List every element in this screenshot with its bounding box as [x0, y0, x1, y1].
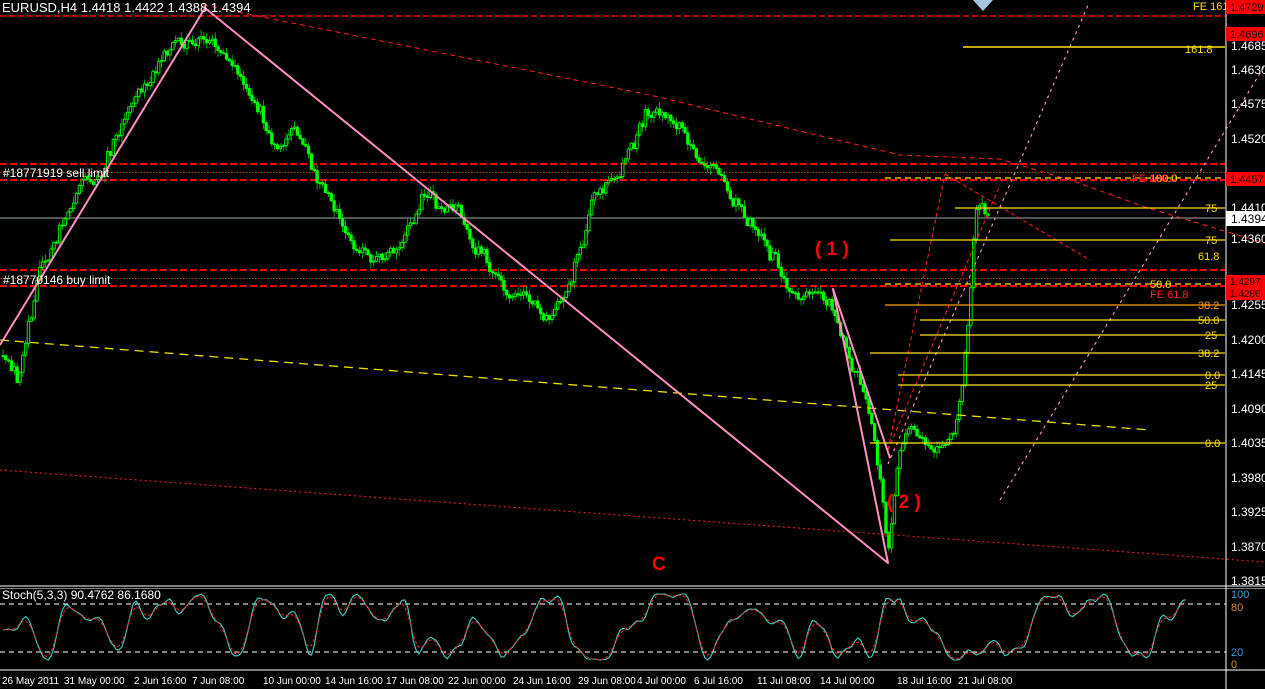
svg-text:1.4286: 1.4286: [1230, 289, 1261, 300]
svg-text:11 Jul 08:00: 11 Jul 08:00: [757, 676, 811, 687]
svg-text:#18771919 sell limit: #18771919 sell limit: [3, 166, 110, 180]
svg-text:1.3980: 1.3980: [1231, 471, 1265, 485]
svg-text:1.4575: 1.4575: [1231, 97, 1265, 111]
svg-text:FE 61.8: FE 61.8: [1150, 289, 1189, 301]
svg-text:161.8: 161.8: [1185, 44, 1213, 56]
svg-text:1.4297: 1.4297: [1230, 277, 1261, 288]
svg-text:0: 0: [1231, 659, 1237, 671]
svg-text:18 Jul 16:00: 18 Jul 16:00: [897, 676, 952, 687]
svg-text:C: C: [652, 554, 666, 575]
svg-text:6 Jul 16:00: 6 Jul 16:00: [694, 676, 743, 687]
svg-text:14 Jul 00:00: 14 Jul 00:00: [820, 676, 875, 687]
svg-text:75: 75: [1205, 235, 1217, 247]
svg-text:80: 80: [1231, 602, 1243, 614]
svg-text:1.4145: 1.4145: [1231, 367, 1265, 381]
svg-text:( 1 ): ( 1 ): [815, 239, 849, 260]
svg-text:31 May 00:00: 31 May 00:00: [64, 676, 125, 687]
svg-text:1.3925: 1.3925: [1231, 505, 1265, 519]
svg-text:Stoch(5,3,3) 90.4762 86.1680: Stoch(5,3,3) 90.4762 86.1680: [2, 588, 161, 602]
svg-text:24 Jun 16:00: 24 Jun 16:00: [513, 676, 571, 687]
svg-text:2 Jun 16:00: 2 Jun 16:00: [134, 676, 187, 687]
svg-text:75: 75: [1205, 203, 1217, 215]
svg-text:38.2: 38.2: [1198, 348, 1219, 360]
svg-text:22 Jun 00:00: 22 Jun 00:00: [448, 676, 506, 687]
svg-text:FE 100.0: FE 100.0: [1132, 173, 1177, 185]
svg-text:1.3870: 1.3870: [1231, 540, 1265, 554]
svg-text:25: 25: [1205, 380, 1217, 392]
svg-text:10 Jun 00:00: 10 Jun 00:00: [263, 676, 321, 687]
svg-text:1.4457: 1.4457: [1230, 174, 1264, 186]
svg-text:21 Jul 08:00: 21 Jul 08:00: [958, 676, 1013, 687]
svg-text:1.4394: 1.4394: [1231, 212, 1265, 226]
svg-text:14 Jun 16:00: 14 Jun 16:00: [325, 676, 383, 687]
svg-text:25: 25: [1205, 330, 1217, 342]
svg-text:1.4255: 1.4255: [1231, 298, 1265, 312]
svg-text:EURUSD,H4 1.4418 1.4422 1.438: EURUSD,H4 1.4418 1.4422 1.4388 1.4394: [2, 0, 251, 15]
svg-text:29 Jun 08:00: 29 Jun 08:00: [578, 676, 636, 687]
svg-text:20: 20: [1231, 647, 1243, 659]
svg-text:( 2 ): ( 2 ): [887, 492, 921, 513]
svg-text:17 Jun 08:00: 17 Jun 08:00: [386, 676, 444, 687]
svg-text:38.2: 38.2: [1198, 300, 1219, 312]
svg-text:1.4360: 1.4360: [1231, 232, 1265, 246]
svg-text:61.8: 61.8: [1198, 251, 1219, 263]
svg-text:1.4630: 1.4630: [1231, 63, 1265, 77]
svg-text:26 May 2011: 26 May 2011: [2, 676, 60, 687]
svg-text:7 Jun 08:00: 7 Jun 08:00: [192, 676, 245, 687]
svg-text:50.0: 50.0: [1198, 315, 1219, 327]
svg-text:0.0: 0.0: [1205, 438, 1220, 450]
svg-text:1.4520: 1.4520: [1231, 132, 1265, 146]
svg-text:1.4729: 1.4729: [1230, 2, 1264, 14]
svg-text:4 Jul 00:00: 4 Jul 00:00: [637, 676, 686, 687]
svg-text:1.4200: 1.4200: [1231, 333, 1265, 347]
svg-text:#18770146 buy limit: #18770146 buy limit: [3, 273, 111, 287]
svg-text:100: 100: [1231, 589, 1249, 601]
svg-text:1.4685: 1.4685: [1231, 39, 1265, 53]
svg-text:1.4035: 1.4035: [1231, 436, 1265, 450]
svg-text:1.4090: 1.4090: [1231, 402, 1265, 416]
